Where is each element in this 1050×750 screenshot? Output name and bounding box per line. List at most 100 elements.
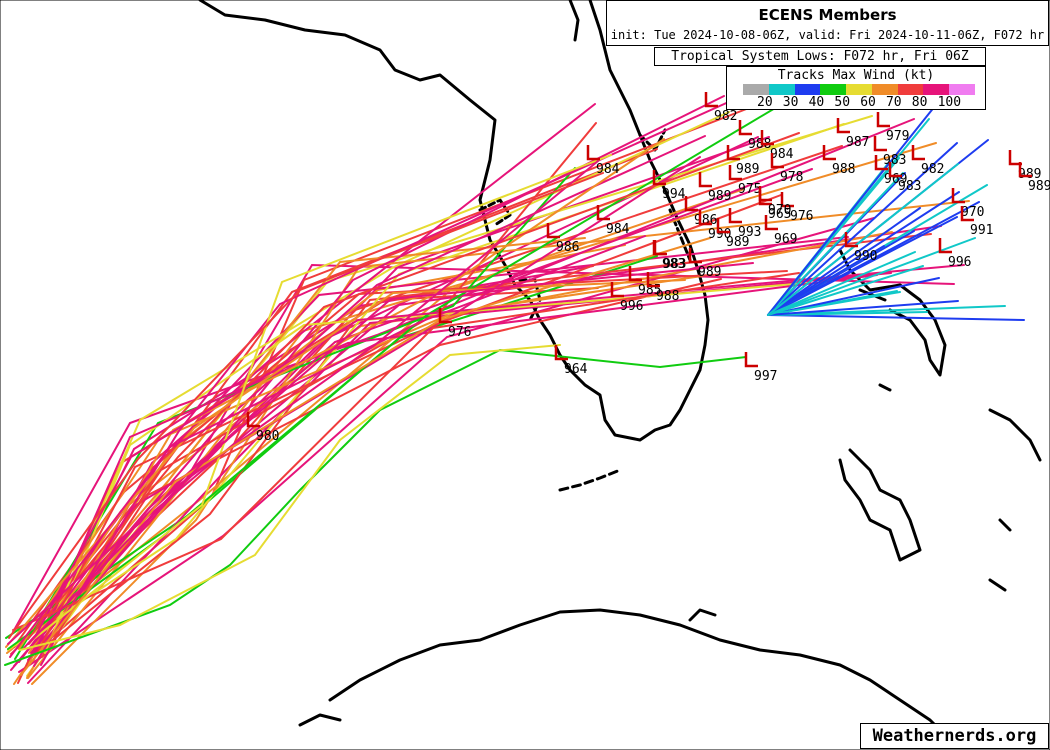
low-marker: 996 bbox=[938, 238, 971, 270]
legend-swatch bbox=[743, 84, 769, 95]
low-symbol bbox=[951, 188, 965, 204]
low-pressure-label: 989 bbox=[1018, 167, 1041, 182]
low-symbol bbox=[758, 186, 772, 202]
low-marker: 988 bbox=[646, 272, 679, 304]
low-pressure-label: 988 bbox=[748, 137, 771, 152]
low-marker: 989 bbox=[726, 145, 759, 177]
low-pressure-label: 976 bbox=[448, 325, 471, 340]
low-marker: 990 bbox=[844, 232, 877, 264]
low-symbol bbox=[698, 172, 712, 188]
track-line bbox=[32, 194, 782, 662]
legend-swatch bbox=[794, 84, 821, 95]
low-marker: 994 bbox=[652, 170, 686, 202]
low-symbol bbox=[1018, 162, 1032, 178]
low-symbol bbox=[764, 215, 778, 231]
low-symbol bbox=[744, 352, 758, 368]
low-pressure-label: 989 bbox=[708, 189, 731, 204]
low-marker: 996 bbox=[610, 282, 643, 314]
low-marker: 991 bbox=[960, 206, 993, 238]
track-line bbox=[27, 132, 800, 640]
legend-label: 50 bbox=[834, 95, 851, 110]
low-symbol bbox=[610, 282, 624, 298]
low-symbol bbox=[554, 345, 568, 361]
track-line bbox=[35, 274, 878, 652]
track-line bbox=[9, 235, 646, 658]
track-line bbox=[767, 163, 959, 316]
low-marker: 964 bbox=[554, 345, 588, 377]
low-symbol bbox=[876, 112, 890, 128]
track-line bbox=[6, 188, 745, 654]
track-line bbox=[767, 207, 921, 316]
legend-label: 70 bbox=[885, 95, 902, 110]
legend-label: 60 bbox=[860, 95, 876, 110]
track-line bbox=[32, 236, 849, 632]
legend-swatch bbox=[949, 84, 976, 95]
low-pressure-label: 990 bbox=[854, 249, 877, 264]
low-markers: 982 988 979 987 984 989 984 983 988 982 994 989 975 9… bbox=[246, 92, 1050, 444]
track-line bbox=[767, 300, 959, 316]
legend-swatch bbox=[820, 84, 847, 95]
low-marker: 970 bbox=[951, 188, 984, 220]
low-pressure-label: 965 bbox=[768, 207, 791, 222]
low-pressure-label: 969 bbox=[774, 232, 797, 247]
low-marker: 969 bbox=[764, 215, 797, 247]
low-pressure-label: 970 bbox=[961, 205, 984, 220]
track-line bbox=[10, 135, 706, 671]
low-pressure-label: 997 bbox=[754, 369, 777, 384]
low-pressure-label: 984 bbox=[770, 147, 794, 162]
legend-color-bar bbox=[743, 84, 976, 95]
low-pressure-label: 970 bbox=[768, 203, 791, 218]
legend-swatch bbox=[897, 84, 924, 95]
track-line bbox=[767, 251, 916, 316]
low-marker: 988 bbox=[738, 120, 771, 152]
storm-tracks bbox=[4, 90, 1025, 685]
lows-label-panel: Tropical System Lows: F072 hr, Fri 06Z bbox=[654, 47, 986, 66]
low-marker: 976 bbox=[438, 308, 471, 340]
low-marker: 976 bbox=[780, 192, 813, 224]
track-line bbox=[767, 305, 1006, 316]
chart-subtitle: init: Tue 2024-10-08-06Z, valid: Fri 202… bbox=[610, 28, 1045, 42]
low-symbol bbox=[938, 238, 952, 254]
track-line bbox=[12, 272, 800, 631]
legend-swatch bbox=[846, 84, 872, 95]
track-line bbox=[19, 344, 561, 651]
low-symbol bbox=[1008, 150, 1022, 166]
track-line bbox=[767, 142, 958, 316]
low-pressure-label: 984 bbox=[596, 162, 620, 177]
low-symbol bbox=[628, 266, 642, 282]
low-pressure-label: 994 bbox=[662, 187, 686, 202]
track-line bbox=[41, 278, 722, 658]
legend-swatch bbox=[768, 84, 795, 95]
low-marker: 980 bbox=[246, 412, 279, 444]
low-pressure-label: 964 bbox=[564, 362, 588, 377]
low-symbol bbox=[546, 223, 560, 239]
low-pressure-label: 996 bbox=[948, 255, 971, 270]
low-symbol bbox=[822, 145, 836, 161]
low-pressure-label: 983 bbox=[898, 179, 921, 194]
low-symbol bbox=[728, 165, 742, 181]
low-symbol bbox=[874, 155, 888, 171]
low-marker: 989 bbox=[716, 218, 749, 250]
low-symbol bbox=[688, 248, 702, 264]
low-marker: 989 bbox=[1008, 150, 1041, 182]
low-marker: 970 bbox=[758, 186, 791, 218]
low-symbol bbox=[438, 308, 452, 324]
track-line bbox=[33, 90, 754, 667]
low-marker: 989 bbox=[698, 172, 731, 204]
legend-labels: 20 30 40 50 60 70 80 100 bbox=[757, 95, 968, 110]
legend-label: 20 bbox=[757, 95, 773, 110]
low-pressure-label: 996 bbox=[620, 299, 643, 314]
track-line bbox=[767, 265, 924, 316]
track-line bbox=[4, 348, 747, 666]
watermark[interactable]: Weathernerds.org bbox=[860, 723, 1049, 749]
track-line bbox=[37, 233, 932, 653]
low-pressure-label: 986 bbox=[556, 240, 579, 255]
track-line bbox=[767, 201, 980, 316]
low-pressure-label: 988 bbox=[832, 162, 855, 177]
low-symbol bbox=[873, 136, 887, 152]
low-symbol bbox=[596, 205, 610, 221]
track-line bbox=[18, 231, 893, 650]
low-marker: 983 bbox=[888, 162, 921, 194]
low-pressure-label: 983 bbox=[883, 153, 906, 168]
